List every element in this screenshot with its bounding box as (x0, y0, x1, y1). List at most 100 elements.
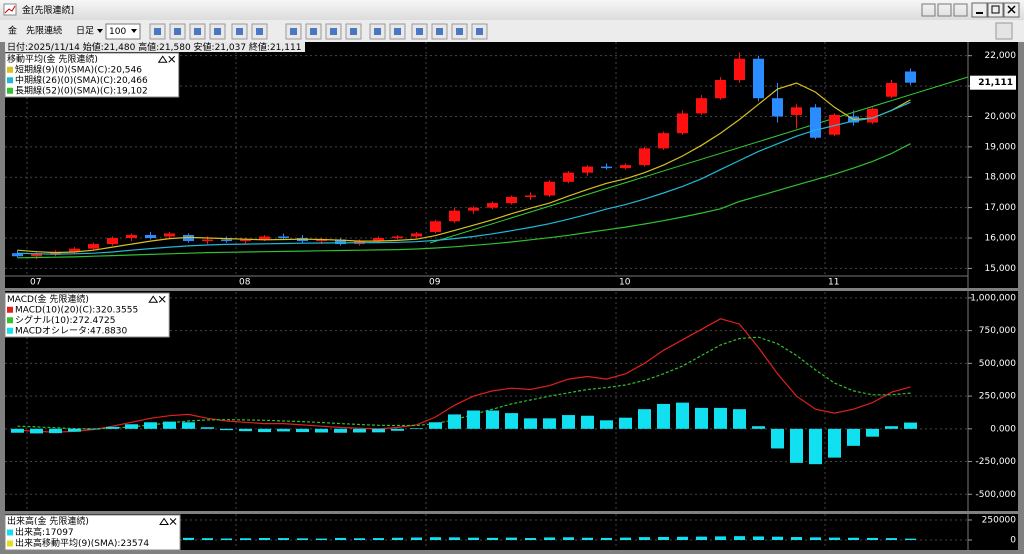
legend-entry: 出来高移動平均(9)(SMA):23574 (15, 537, 149, 549)
bar (68, 428, 81, 432)
symbol-button[interactable]: 金 (8, 25, 17, 37)
tool-glyph (290, 28, 297, 35)
y-tick-label: -250,000 (976, 457, 1017, 467)
bar (430, 537, 441, 540)
y-tick-label: 0.000 (990, 424, 1016, 434)
bar (486, 410, 499, 429)
bar (563, 537, 574, 540)
bar (714, 407, 727, 429)
candle-body (487, 203, 498, 208)
bar (715, 536, 726, 540)
contract-button[interactable]: 先限連続 (26, 25, 62, 37)
candle-body (886, 83, 897, 97)
bar (373, 538, 384, 540)
bar (297, 538, 308, 540)
bar (886, 538, 897, 540)
candle-body (126, 234, 137, 239)
pin-button[interactable] (921, 3, 936, 17)
link-button[interactable] (937, 3, 952, 17)
y-tick-label: 20,000 (985, 112, 1017, 122)
y-tick-label: 16,000 (985, 234, 1017, 244)
bar (696, 536, 707, 540)
count-input[interactable] (105, 23, 141, 40)
bar (582, 537, 593, 540)
candle-body (544, 181, 555, 196)
bar (49, 428, 62, 434)
series-line (17, 101, 911, 255)
bar (448, 414, 461, 429)
bar (240, 538, 251, 540)
legend-box (4, 292, 170, 338)
candle-body (278, 236, 289, 239)
legend-swatch (7, 77, 13, 84)
tool-glyph (310, 28, 317, 35)
bar (335, 537, 346, 540)
candle-body (164, 233, 175, 237)
candle-body (639, 148, 650, 166)
bar (220, 428, 233, 431)
bar (677, 536, 688, 540)
candle-body (867, 108, 878, 123)
series-line (17, 143, 911, 259)
search-button[interactable] (995, 22, 1013, 40)
bar (487, 537, 498, 540)
legend-close-icon[interactable] (169, 518, 177, 525)
legend-entry: 移動平均(金 先限連続) (7, 53, 98, 65)
candle-body (791, 107, 802, 115)
bar (316, 538, 327, 540)
bar (733, 409, 746, 429)
window-buttons[interactable] (921, 2, 1020, 18)
bar (791, 537, 802, 540)
candle-body (107, 238, 118, 245)
bar (334, 428, 347, 433)
bar (771, 428, 784, 449)
count-arrow[interactable] (131, 29, 137, 33)
bar (543, 418, 556, 429)
period-button[interactable]: 日足 (76, 26, 94, 37)
candle-body (31, 253, 42, 257)
tool-glyph (330, 28, 337, 35)
y-tick-label: 750,000 (979, 326, 1016, 336)
bar (429, 422, 442, 429)
bar (847, 428, 860, 446)
y-tick-label: 19,000 (985, 142, 1017, 152)
legend-swatch (7, 540, 13, 547)
candle-body (183, 234, 194, 242)
tool-glyph (476, 28, 483, 35)
minimize-button[interactable] (971, 2, 988, 18)
legend-close-icon[interactable] (168, 55, 176, 63)
legend-entry: 長期線(52)(0)(SMA)(C):19,102 (15, 84, 148, 96)
tool-glyph (194, 28, 201, 35)
maximize-button[interactable] (987, 2, 1004, 18)
candle-body (563, 172, 574, 182)
legend-close-icon[interactable] (158, 295, 166, 303)
legend-entry: 出来高:17097 (15, 526, 74, 538)
candle-body (829, 114, 840, 135)
legend-entry: MACD(金 先限連続) (7, 293, 89, 305)
bar (828, 428, 841, 458)
info-text: 日付:2025/11/14 始値:21,480 高値:21,580 安値:21,… (7, 41, 301, 53)
bar (525, 538, 536, 540)
bar (544, 537, 555, 540)
count-value: 100 (109, 27, 126, 37)
tool-glyph (350, 28, 357, 35)
bar (278, 538, 289, 540)
candle-body (411, 233, 422, 237)
tool-glyph (214, 28, 221, 35)
bar (600, 420, 613, 429)
bar (524, 418, 537, 429)
legend-swatch (7, 66, 13, 73)
legend-entry: 短期線(9)(0)(SMA)(C):20,546 (15, 63, 142, 75)
bar (258, 428, 271, 433)
legend-collapse-icon[interactable] (159, 517, 170, 525)
legend-collapse-icon[interactable] (157, 55, 168, 63)
copy-button[interactable] (953, 3, 968, 17)
candle-body (601, 166, 612, 169)
candle-body (50, 251, 61, 255)
legend-collapse-icon[interactable] (148, 295, 159, 303)
tool-icons[interactable] (149, 23, 488, 40)
candle-body (677, 113, 688, 134)
candle-body (259, 236, 270, 240)
candle-body (582, 166, 593, 173)
